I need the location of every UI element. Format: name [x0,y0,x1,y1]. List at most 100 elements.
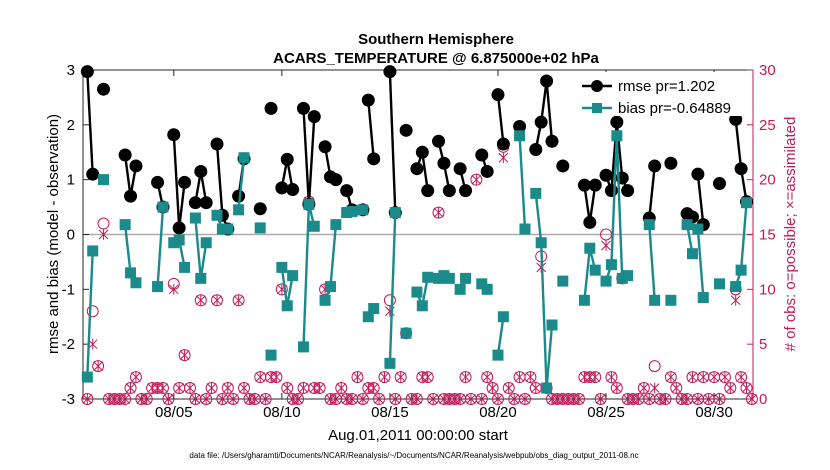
rmse-point [280,152,294,166]
obs-assimilated-marker [693,393,703,405]
rmse-point [534,115,548,129]
bias-point [697,292,709,304]
bias-point [514,130,526,142]
x-tick-label: 08/30 [695,404,733,421]
y-right-tick-label: 20 [759,172,776,189]
obs-assimilated-marker [147,382,158,394]
rmse-point [583,215,597,229]
obs-possible-marker [605,371,618,384]
bias-point [346,205,358,217]
obs-possible-marker [518,393,531,405]
y-axis-right-label: # of obs: o=possible; ×=assimilated [782,117,799,352]
obs-assimilated-marker [239,382,249,394]
obs-assimilated-marker [331,393,341,405]
obs-assimilated-marker [217,393,228,405]
rmse-point [475,148,489,162]
rmse-point [307,110,321,124]
bias-point [308,220,320,232]
bias-point [741,197,753,209]
bias-point [81,371,93,383]
obs-assimilated-marker [476,393,487,405]
obs-assimilated-marker [185,382,195,394]
bias-point [238,152,250,164]
bias-point [622,270,634,282]
rmse-point [713,177,726,191]
obs-assimilated-marker [255,371,266,383]
obs-assimilated-marker [390,393,401,405]
obs-possible-marker [648,360,661,373]
bias-point [643,219,655,231]
bias-point [681,219,693,231]
obs-possible-marker [81,393,94,405]
obs-possible-marker [205,382,218,395]
obs-assimilated-marker [493,393,503,405]
obs-possible-marker [162,393,175,405]
obs-assimilated-marker [374,393,384,405]
rmse-point [286,183,300,197]
bias-point [254,222,266,234]
y-tick-label: -1 [62,281,75,298]
obs-possible-marker [183,382,196,395]
rmse-point [588,178,602,192]
rmse-point [556,159,570,173]
obs-possible-marker [524,371,537,384]
obs-possible-marker [470,173,483,186]
bias-line-segment [518,135,527,230]
obs-assimilated-marker [347,393,357,405]
y-tick-label: -2 [62,336,75,353]
obs-assimilated-marker [82,393,93,405]
obs-possible-marker [281,382,294,395]
obs-assimilated-marker [222,382,233,394]
rmse-point [151,175,165,189]
obs-assimilated-marker [352,371,363,383]
obs-possible-marker [92,360,105,373]
bias-point [454,283,466,295]
legend-label-rmse: rmse pr=1.202 [618,78,715,95]
rmse-point [599,168,613,182]
y-right-tick-label: 0 [759,391,767,408]
bias-point [665,294,677,306]
rmse-point [734,162,748,176]
obs-possible-marker [745,393,758,405]
rmse-point [118,148,132,162]
obs-assimilated-marker [363,382,374,394]
obs-assimilated-marker [336,382,347,394]
rmse-line-segment [367,100,375,159]
obs-assimilated-marker [422,371,433,383]
obs-assimilated-marker [228,393,239,405]
obs-possible-marker [227,393,240,405]
obs-possible-marker [86,305,99,318]
obs-assimilated-marker [179,349,190,361]
obs-assimilated-marker [131,371,141,383]
obs-assimilated-marker [714,393,725,405]
rmse-point [329,173,343,187]
obs-assimilated-marker [741,382,752,394]
rmse-point [480,164,494,178]
bias-line-segment [534,193,554,389]
rmse-point [178,175,192,189]
y-right-tick-label: 30 [759,62,776,79]
obs-assimilated-marker [682,393,692,405]
bias-point [319,294,331,306]
obs-possible-marker [475,393,488,405]
obs-assimilated-marker [666,371,676,383]
legend-marker-bias [592,103,602,113]
bias-point [157,201,169,213]
bias-point [730,281,742,293]
y-tick-label: 1 [67,172,75,189]
obs-assimilated-marker [266,371,276,383]
obs-assimilated-marker [163,393,174,405]
obs-assimilated-marker [309,382,320,394]
obs-assimilated-marker [747,393,757,405]
obs-assimilated-marker [584,371,595,383]
rmse-line-segment [696,174,705,225]
obs-possible-marker [335,382,348,395]
obs-assimilated-marker [498,152,509,164]
rmse-point [491,88,505,102]
obs-assimilated-marker [168,283,179,295]
rmse-point [264,101,278,115]
obs-assimilated-marker [590,371,601,383]
rmse-point [253,202,267,216]
obs-assimilated-marker [595,393,606,405]
